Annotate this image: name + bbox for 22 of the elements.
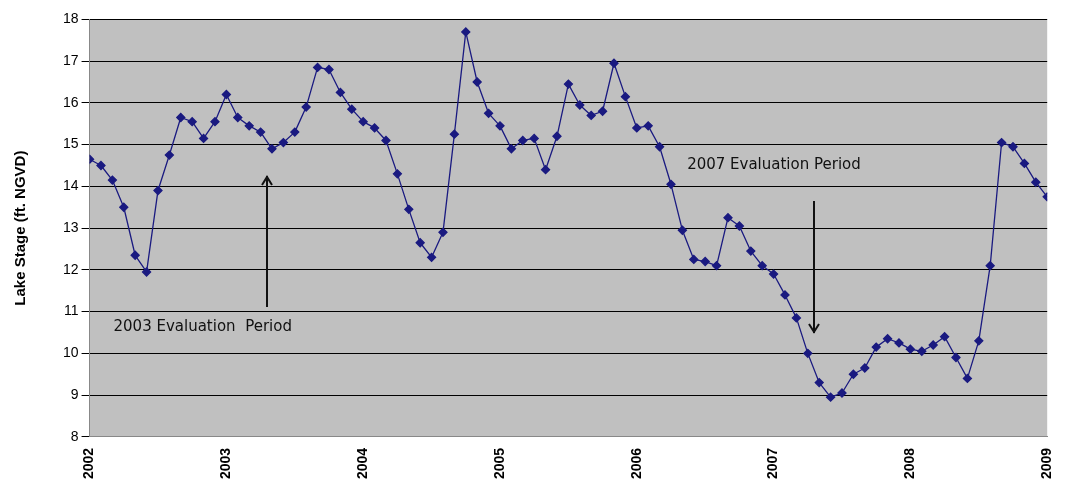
y-tick-label: 16	[62, 93, 79, 110]
y-axis-title: Lake Stage (ft. NGVD)	[11, 150, 29, 306]
y-tick-label: 11	[64, 302, 79, 319]
x-tick-label: 2008	[901, 447, 918, 480]
y-tick-label: 18	[62, 10, 79, 27]
x-tick-label: 2005	[490, 447, 507, 480]
annotation: 2003 Evaluation Period	[113, 317, 292, 336]
x-tick-label: 2009	[1038, 447, 1055, 480]
x-tick-label: 2006	[627, 447, 644, 480]
y-tick-label: 9	[70, 385, 79, 402]
y-tick-label: 8	[70, 427, 79, 444]
x-tick-label: 2003	[217, 447, 234, 480]
y-tick-label: 10	[62, 344, 79, 361]
annotation: 2007 Evaluation Period	[687, 154, 861, 173]
y-tick-label: 13	[62, 218, 79, 235]
y-tick-label: 15	[62, 135, 79, 152]
x-tick-label: 2007	[764, 447, 781, 480]
x-tick-label: 2002	[80, 447, 97, 480]
y-tick-label: 14	[62, 177, 79, 194]
y-tick-label: 12	[62, 260, 79, 277]
y-tick-label: 17	[62, 52, 79, 68]
x-tick-label: 2004	[354, 447, 371, 480]
